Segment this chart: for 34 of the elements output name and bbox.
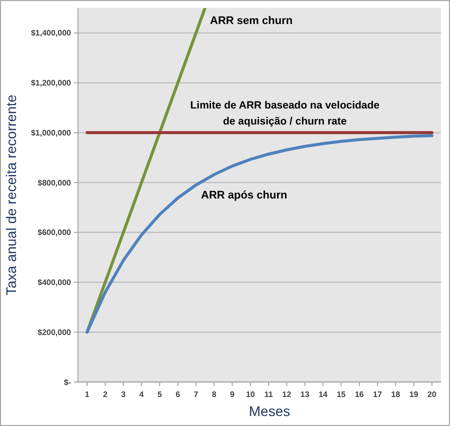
x-tick-label: 10 xyxy=(246,390,256,399)
x-tick-label: 15 xyxy=(336,390,346,399)
y-tick-label: $1,000,000 xyxy=(30,128,72,138)
x-tick-label: 8 xyxy=(212,390,217,399)
x-tick-label: 1 xyxy=(84,390,90,399)
x-tick-label: 3 xyxy=(121,390,126,399)
y-tick-label: $- xyxy=(64,378,72,387)
x-tick-label: 18 xyxy=(391,390,401,399)
x-tick-label: 2 xyxy=(103,390,108,399)
x-tick-label: 11 xyxy=(264,390,274,399)
y-tick-label: $400,000 xyxy=(38,278,72,288)
y-tick-label: $200,000 xyxy=(38,328,72,337)
y-tick-label: $600,000 xyxy=(38,228,72,238)
x-tick-label: 5 xyxy=(157,390,162,399)
x-tick-label: 6 xyxy=(176,390,181,399)
series-label: ARR sem churn xyxy=(210,15,293,27)
y-tick-label: $1,400,000 xyxy=(30,28,72,38)
y-axis-title: Taxa anual de receita recorrente xyxy=(3,94,19,296)
x-tick-label: 13 xyxy=(300,390,310,399)
x-tick-label: 9 xyxy=(230,390,236,399)
x-tick-label: 17 xyxy=(373,390,382,399)
x-tick-label: 12 xyxy=(282,390,292,399)
x-tick-label: 20 xyxy=(427,390,437,399)
x-tick-label: 16 xyxy=(354,390,364,399)
x-axis-title: Meses xyxy=(248,403,290,419)
x-tick-label: 7 xyxy=(194,390,199,399)
series-label: Limite de ARR baseado na velocidade de aquisição / churn rate xyxy=(190,100,380,128)
x-tick-label: 4 xyxy=(139,390,144,399)
y-tick-label: $1,200,000 xyxy=(30,78,72,88)
x-tick-label: 19 xyxy=(409,390,419,399)
line-series xyxy=(86,134,434,334)
series-label: ARR após churn xyxy=(201,190,288,202)
x-tick-label: 14 xyxy=(318,390,328,399)
y-tick-label: $800,000 xyxy=(38,178,72,188)
